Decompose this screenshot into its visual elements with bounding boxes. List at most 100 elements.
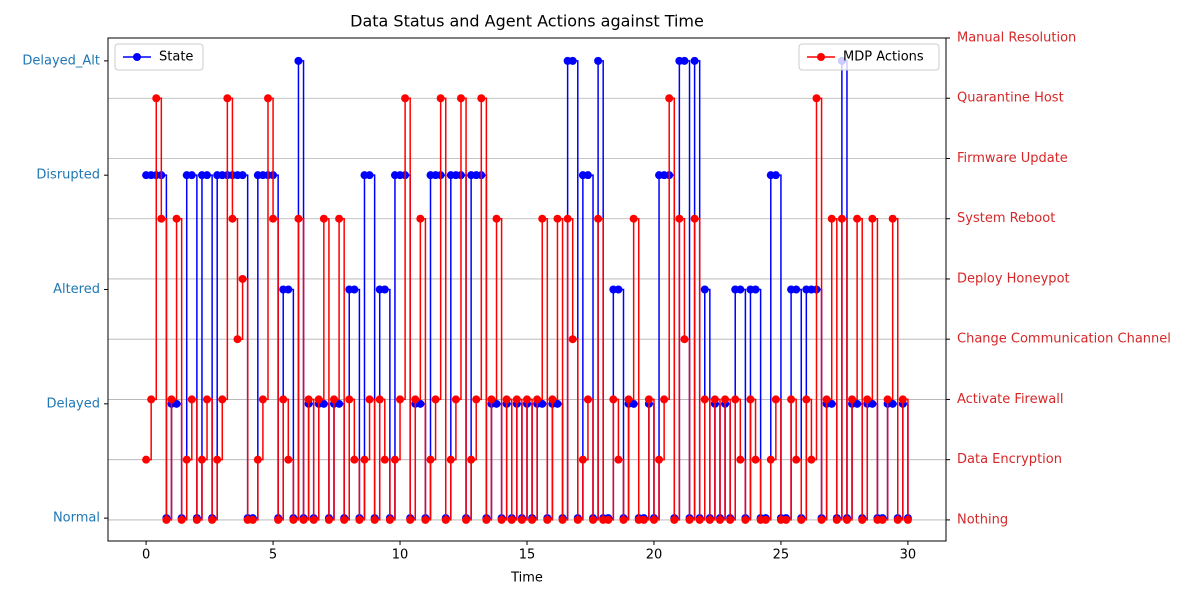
- data-point: [162, 515, 171, 524]
- y2-tick-label: Data Encryption: [957, 452, 1062, 467]
- data-point: [142, 455, 151, 464]
- data-point: [507, 515, 516, 524]
- data-point: [878, 515, 887, 524]
- data-point: [594, 56, 603, 65]
- data-point: [614, 285, 623, 294]
- plot-area: [108, 37, 946, 524]
- data-point: [213, 455, 222, 464]
- data-point: [462, 515, 471, 524]
- data-point: [228, 214, 237, 223]
- data-point: [685, 515, 694, 524]
- data-point: [568, 56, 577, 65]
- data-point: [385, 515, 394, 524]
- data-point: [436, 94, 445, 103]
- data-point: [446, 455, 455, 464]
- legend-marker: [133, 53, 141, 61]
- data-point: [284, 455, 293, 464]
- data-point: [771, 395, 780, 404]
- y-tick-label: Disrupted: [36, 168, 100, 183]
- data-point: [355, 515, 364, 524]
- data-point: [858, 515, 867, 524]
- data-point: [848, 395, 857, 404]
- data-point: [187, 171, 196, 180]
- data-point: [401, 94, 410, 103]
- data-point: [274, 515, 283, 524]
- data-point: [152, 94, 161, 103]
- data-point: [451, 395, 460, 404]
- data-point: [893, 515, 902, 524]
- data-point: [883, 395, 892, 404]
- data-point: [370, 515, 379, 524]
- data-point: [284, 285, 293, 294]
- plot-frame: [107, 37, 947, 542]
- data-point: [853, 214, 862, 223]
- data-point: [380, 285, 389, 294]
- y2-tick-label: Manual Resolution: [957, 31, 1076, 46]
- data-point: [670, 515, 679, 524]
- data-point: [279, 395, 288, 404]
- y2-tick-label: Quarantine Host: [957, 91, 1064, 106]
- data-point: [538, 214, 547, 223]
- data-point: [614, 455, 623, 464]
- data-point: [771, 171, 780, 180]
- data-point: [827, 214, 836, 223]
- data-point: [456, 94, 465, 103]
- data-point: [187, 395, 196, 404]
- data-point: [715, 515, 724, 524]
- legend-box: [114, 43, 204, 71]
- data-point: [797, 515, 806, 524]
- data-point: [543, 515, 552, 524]
- data-point: [898, 395, 907, 404]
- data-point: [639, 515, 648, 524]
- data-point: [690, 56, 699, 65]
- data-point: [248, 515, 257, 524]
- data-point: [497, 515, 506, 524]
- data-point: [182, 455, 191, 464]
- data-point: [787, 395, 796, 404]
- data-point: [741, 515, 750, 524]
- data-point: [309, 515, 318, 524]
- x-axis-label: Time: [510, 571, 543, 586]
- data-point: [822, 395, 831, 404]
- y-tick-label: Altered: [53, 282, 100, 297]
- data-point: [253, 455, 262, 464]
- data-point: [695, 515, 704, 524]
- data-point: [812, 94, 821, 103]
- chart-title: Data Status and Agent Actions against Ti…: [350, 12, 704, 31]
- data-point: [502, 395, 511, 404]
- x-tick-label: 20: [646, 548, 663, 563]
- data-point: [721, 395, 730, 404]
- data-point: [700, 395, 709, 404]
- data-point: [837, 214, 846, 223]
- data-point: [365, 395, 374, 404]
- data-point: [406, 515, 415, 524]
- data-point: [375, 395, 384, 404]
- y-tick-label: Delayed: [46, 396, 100, 411]
- data-point: [558, 515, 567, 524]
- data-point: [675, 214, 684, 223]
- legend-label: MDP Actions: [843, 50, 924, 65]
- data-point: [761, 515, 770, 524]
- data-point: [710, 395, 719, 404]
- data-point: [421, 515, 430, 524]
- data-point: [482, 515, 491, 524]
- data-point: [583, 171, 592, 180]
- data-point: [553, 214, 562, 223]
- data-point: [589, 515, 598, 524]
- data-point: [324, 515, 333, 524]
- data-point: [203, 171, 212, 180]
- data-point: [238, 274, 247, 283]
- data-point: [629, 214, 638, 223]
- x-tick-label: 15: [519, 548, 536, 563]
- data-point: [655, 455, 664, 464]
- legend-label: State: [159, 50, 193, 65]
- data-point: [299, 515, 308, 524]
- data-point: [792, 285, 801, 294]
- data-point: [233, 335, 242, 344]
- data-point: [258, 395, 267, 404]
- data-point: [431, 395, 440, 404]
- y-tick-label: Delayed_Alt: [22, 53, 100, 68]
- data-point: [197, 455, 206, 464]
- data-point: [746, 395, 755, 404]
